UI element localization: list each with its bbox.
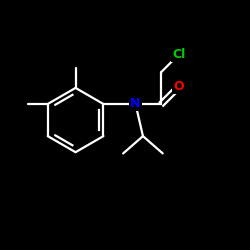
Text: Cl: Cl: [172, 48, 186, 61]
Text: N: N: [130, 98, 141, 110]
Text: O: O: [174, 80, 184, 93]
